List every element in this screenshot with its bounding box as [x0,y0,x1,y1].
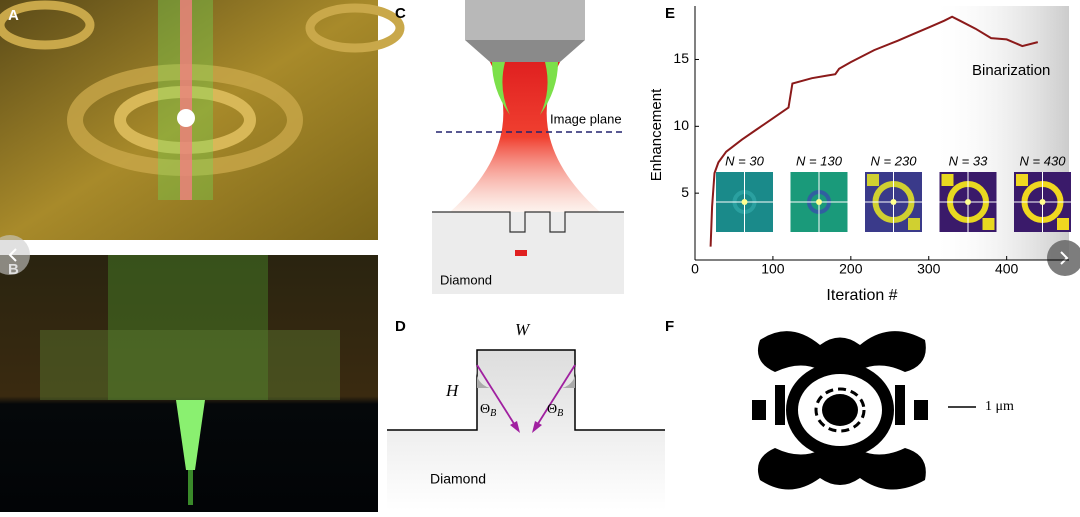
inset-center [890,199,897,205]
inset-center [741,199,748,205]
y-tick-label: 5 [681,184,689,200]
x-axis-label: Iteration # [826,287,897,304]
angle-symbol: Θ [480,402,490,417]
x-tick-label: 200 [839,261,863,277]
inset-label: N = 430 [1020,153,1067,168]
panel-label: E [665,5,675,22]
annotation: Binarization [972,62,1050,79]
inset-center [1039,199,1046,205]
next-arrow[interactable] [1047,240,1080,276]
angle-subscript: B [490,408,496,419]
inset-label: N = 130 [796,153,843,168]
width-label: W [515,320,531,339]
panel-b [0,255,378,512]
panel-a [0,0,405,240]
image-plane-label: Image plane [550,111,622,126]
inset-corner [867,174,879,186]
y-tick-label: 15 [673,50,689,66]
prev-arrow[interactable] [0,235,30,275]
x-tick-label: 0 [691,261,699,277]
panel-c [432,0,624,294]
inset-center [965,199,971,205]
panel-label: D [395,318,406,335]
inset [939,172,997,232]
inset [865,172,922,232]
x-tick-label: 300 [917,261,941,277]
inset-label: N = 33 [949,153,988,168]
panel-f [752,331,976,490]
inset-label: N = 30 [725,153,764,168]
material-label: Diamond [440,272,492,287]
x-tick-label: 400 [995,261,1019,277]
panel-label: C [395,5,406,22]
inset-corner [1057,218,1069,230]
angle-symbol: Θ [547,402,557,417]
scale-bar-label: 1 μm [985,399,1014,414]
x-tick-label: 100 [761,261,785,277]
y-axis-label: Enhancement [648,88,665,181]
inset [716,172,773,232]
angle-subscript: B [557,408,563,419]
inset-center [816,199,822,205]
panel-d [387,349,665,510]
material-label: Diamond [430,471,486,487]
inset-corner [1016,174,1028,186]
inset-label: N = 230 [871,153,918,168]
inset [1014,172,1071,232]
angle-label: ΘB [480,402,496,419]
angle-label: ΘB [547,402,563,419]
panel-label: A [8,7,19,24]
panel-label: F [665,318,674,335]
inset-corner [982,218,995,230]
inset [790,172,848,232]
line [709,15,1039,247]
inset-corner [908,218,920,230]
y-tick-label: 10 [673,117,689,133]
inset-corner [941,174,954,186]
height-label: H [445,381,460,400]
